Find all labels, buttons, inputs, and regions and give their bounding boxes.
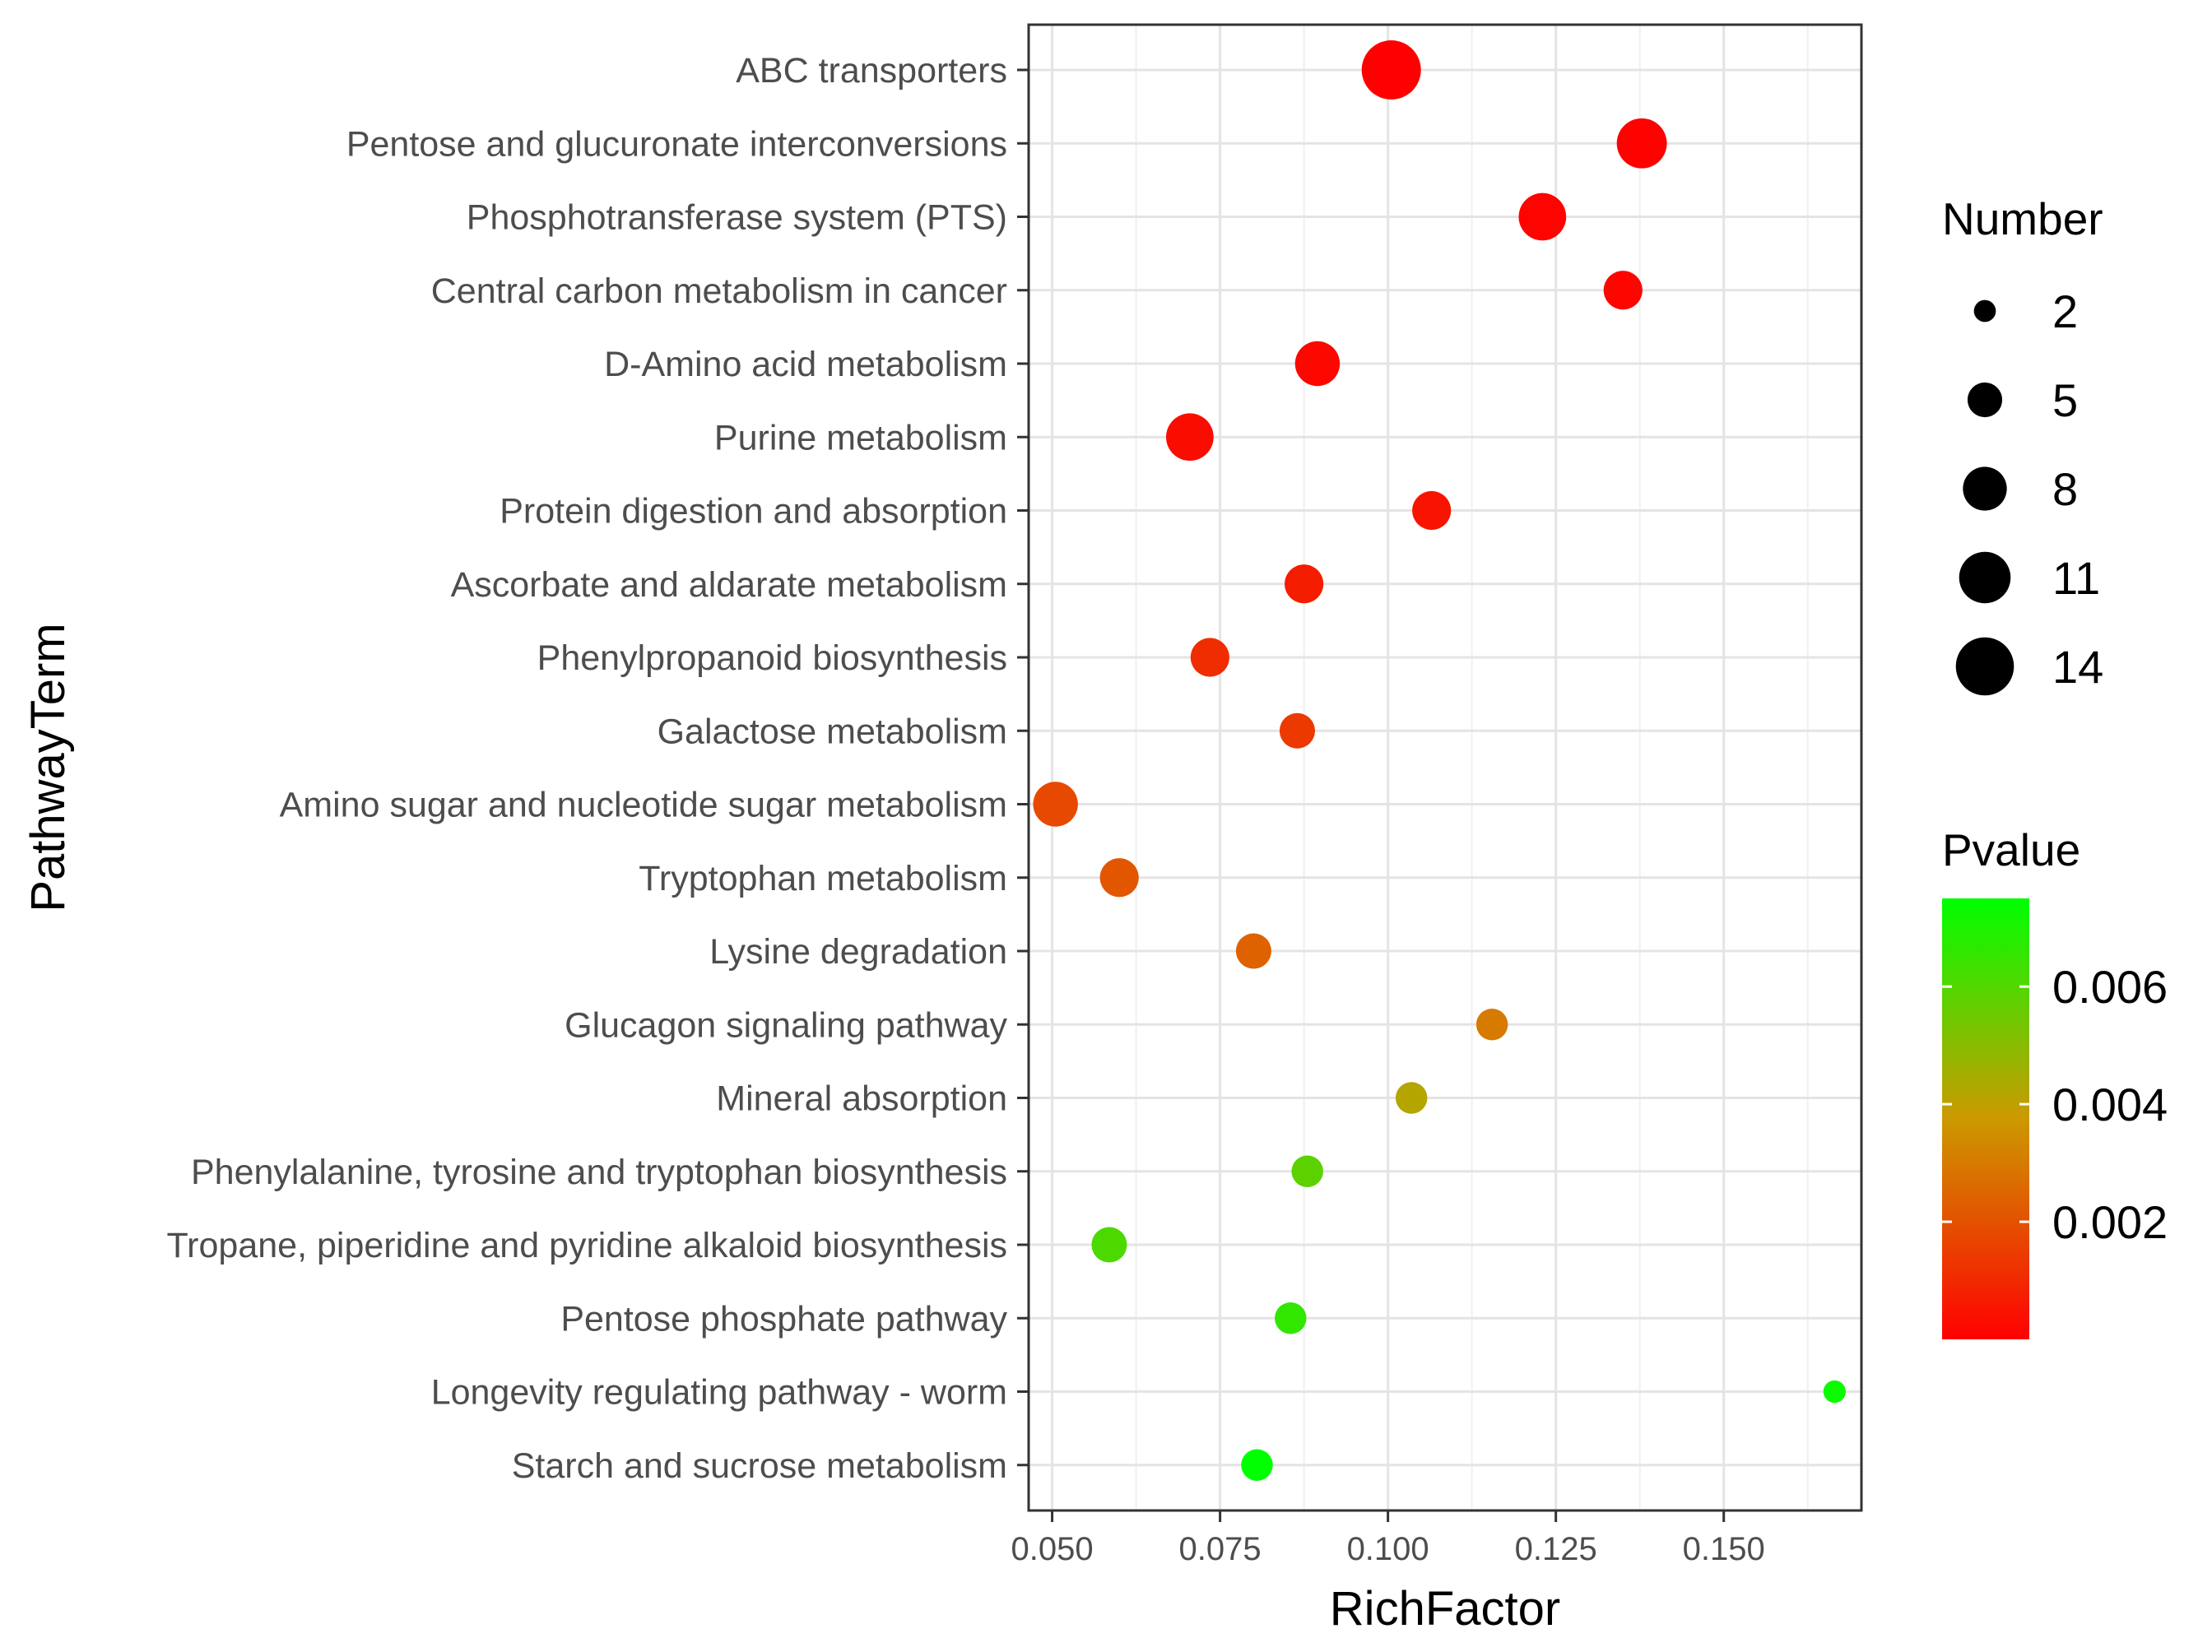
y-tick-label: Phenylalanine, tyrosine and tryptophan b… bbox=[191, 1153, 1007, 1192]
data-point bbox=[1285, 564, 1324, 604]
data-point bbox=[1291, 1155, 1323, 1187]
data-point bbox=[1190, 638, 1229, 677]
y-tick-label: Glucagon signaling pathway bbox=[565, 1005, 1007, 1045]
y-tick-label: Phenylpropanoid biosynthesis bbox=[537, 638, 1007, 678]
y-tick-label: Phosphotransferase system (PTS) bbox=[467, 198, 1007, 238]
data-point bbox=[1518, 193, 1567, 241]
y-axis: ABC transporters Pentose and glucuronate … bbox=[167, 51, 1029, 1486]
x-tick-label: 0.150 bbox=[1683, 1531, 1765, 1567]
size-legend-dot bbox=[1973, 299, 1996, 323]
size-legend-label: 8 bbox=[2052, 463, 2078, 515]
y-tick-label: Galactose metabolism bbox=[658, 712, 1007, 751]
y-tick-label: Purine metabolism bbox=[714, 418, 1007, 457]
size-legend-dot bbox=[1967, 382, 2003, 418]
size-legend-label: 11 bbox=[2052, 552, 2100, 604]
y-tick-label: Longevity regulating pathway - worm bbox=[431, 1373, 1007, 1413]
y-tick-label: D-Amino acid metabolism bbox=[604, 345, 1007, 384]
plot-background bbox=[1029, 25, 1861, 1510]
data-point bbox=[1475, 1009, 1508, 1041]
data-point bbox=[1275, 1302, 1307, 1334]
color-legend-ticks: 0.006 0.004 0.002 bbox=[1942, 961, 2168, 1248]
y-tick-label: Starch and sucrose metabolism bbox=[512, 1446, 1007, 1486]
size-legend-dot bbox=[1959, 551, 2011, 604]
size-legend-label: 5 bbox=[2052, 374, 2078, 426]
size-legend-items: 2 5 8 11 14 bbox=[1955, 285, 2103, 696]
size-legend-dot bbox=[1963, 466, 2007, 511]
x-axis: 0.050 0.075 0.100 0.125 0.150 bbox=[1011, 1510, 1765, 1567]
data-point bbox=[1395, 1082, 1428, 1114]
y-tick-label: Tryptophan metabolism bbox=[639, 859, 1007, 898]
plot-border bbox=[1027, 23, 1863, 1512]
y-tick-label: ABC transporters bbox=[736, 51, 1007, 90]
x-tick-label: 0.100 bbox=[1347, 1531, 1429, 1567]
data-point bbox=[1603, 271, 1643, 310]
y-tick-label: Protein digestion and absorption bbox=[500, 492, 1007, 531]
y-axis-title: PathwayTerm bbox=[21, 623, 75, 912]
data-point bbox=[1033, 782, 1078, 827]
y-tick-label: Tropane, piperidine and pyridine alkaloi… bbox=[167, 1226, 1007, 1265]
size-legend-label: 2 bbox=[2052, 285, 2078, 337]
data-point bbox=[1361, 40, 1421, 100]
color-legend-label: 0.006 bbox=[2052, 961, 2168, 1013]
data-point bbox=[1294, 341, 1341, 387]
x-tick-label: 0.050 bbox=[1011, 1531, 1094, 1567]
data-point bbox=[1279, 712, 1315, 749]
data-point bbox=[1091, 1227, 1127, 1263]
size-legend-title: Number bbox=[1942, 193, 2103, 244]
color-legend-title: Pvalue bbox=[1942, 824, 2080, 875]
data-point bbox=[1616, 118, 1667, 169]
color-legend-label: 0.002 bbox=[2052, 1196, 2168, 1248]
x-tick-label: 0.125 bbox=[1515, 1531, 1597, 1567]
data-point bbox=[1166, 413, 1214, 462]
data-point bbox=[1235, 933, 1271, 969]
color-legend-label: 0.004 bbox=[2052, 1079, 2168, 1130]
y-tick-label: Pentose and glucuronate interconversions bbox=[346, 124, 1007, 164]
data-point bbox=[1823, 1380, 1846, 1404]
y-tick-label: Ascorbate and aldarate metabolism bbox=[451, 565, 1007, 605]
y-tick-label: Amino sugar and nucleotide sugar metabol… bbox=[280, 786, 1007, 825]
color-bar bbox=[1942, 898, 2029, 1339]
y-tick-label: Central carbon metabolism in cancer bbox=[431, 271, 1007, 311]
y-tick-label: Pentose phosphate pathway bbox=[560, 1299, 1007, 1339]
size-legend: Number 2 5 8 11 14 bbox=[1942, 193, 2103, 696]
grid bbox=[1029, 25, 1861, 1510]
x-tick-label: 0.075 bbox=[1179, 1531, 1262, 1567]
data-points bbox=[1033, 40, 1846, 1481]
y-tick-label: Mineral absorption bbox=[716, 1079, 1007, 1119]
data-point bbox=[1099, 858, 1139, 898]
data-point bbox=[1412, 490, 1452, 531]
x-axis-title: RichFactor bbox=[1330, 1582, 1560, 1636]
data-point bbox=[1241, 1449, 1273, 1481]
size-legend-label: 14 bbox=[2052, 641, 2103, 693]
y-tick-label: Lysine degradation bbox=[709, 932, 1007, 972]
size-legend-dot bbox=[1955, 637, 2014, 696]
color-legend: Pvalue 0.006 0.004 0.002 bbox=[1942, 824, 2168, 1339]
